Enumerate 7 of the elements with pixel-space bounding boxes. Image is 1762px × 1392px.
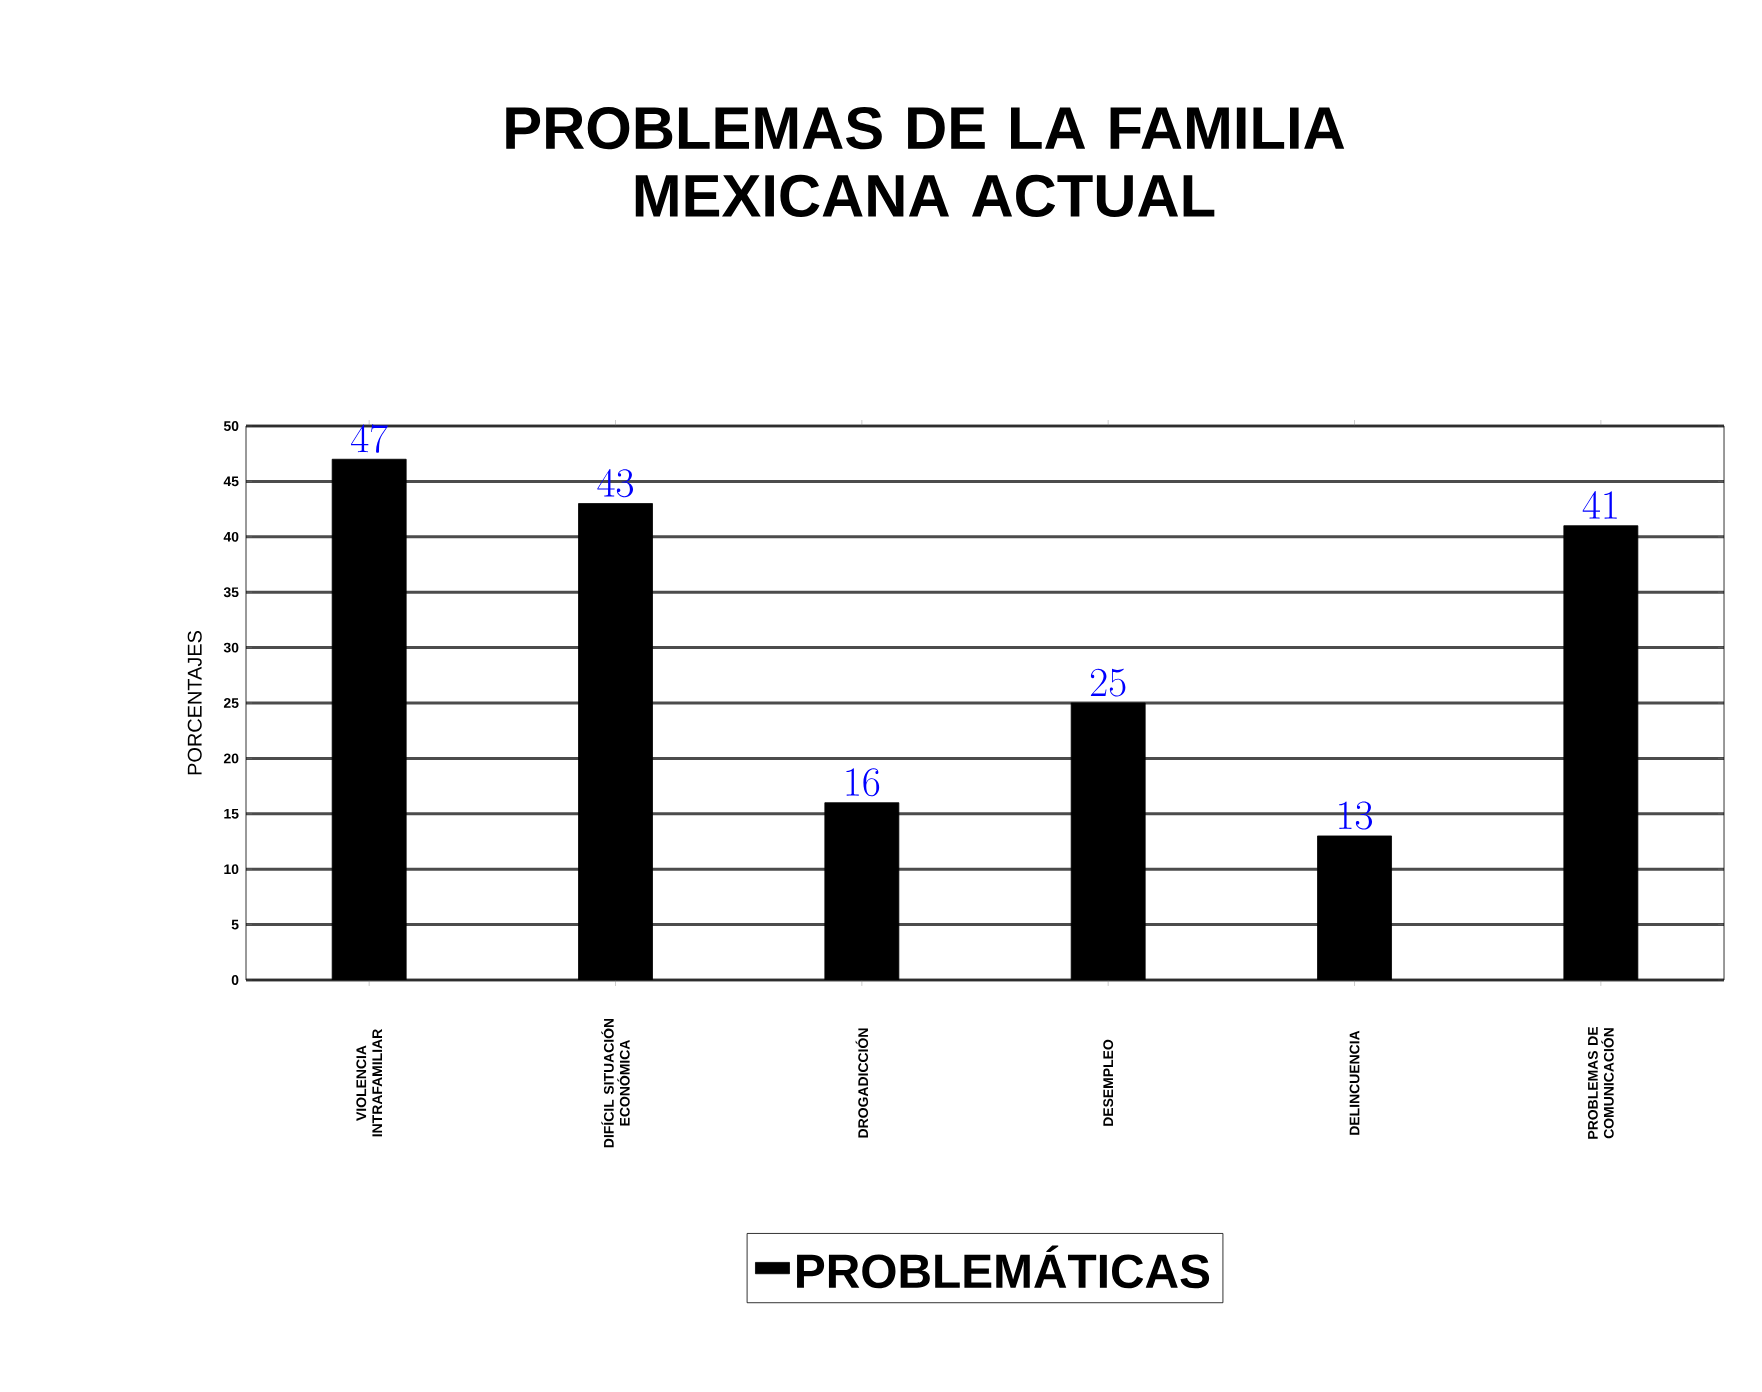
data-label: 47 [351, 424, 388, 453]
y-axis-title: PORCENTAJES [187, 631, 202, 775]
data-label: 25 [1090, 668, 1126, 697]
data-label: 16 [846, 768, 880, 797]
data-label: 41 [1582, 491, 1617, 519]
legend-label: PROBLEMÁTICAS [797, 1245, 1210, 1289]
chart-title: PROBLEMAS DE LA FAMILIA MEXICANA ACTUAL [506, 106, 1345, 218]
